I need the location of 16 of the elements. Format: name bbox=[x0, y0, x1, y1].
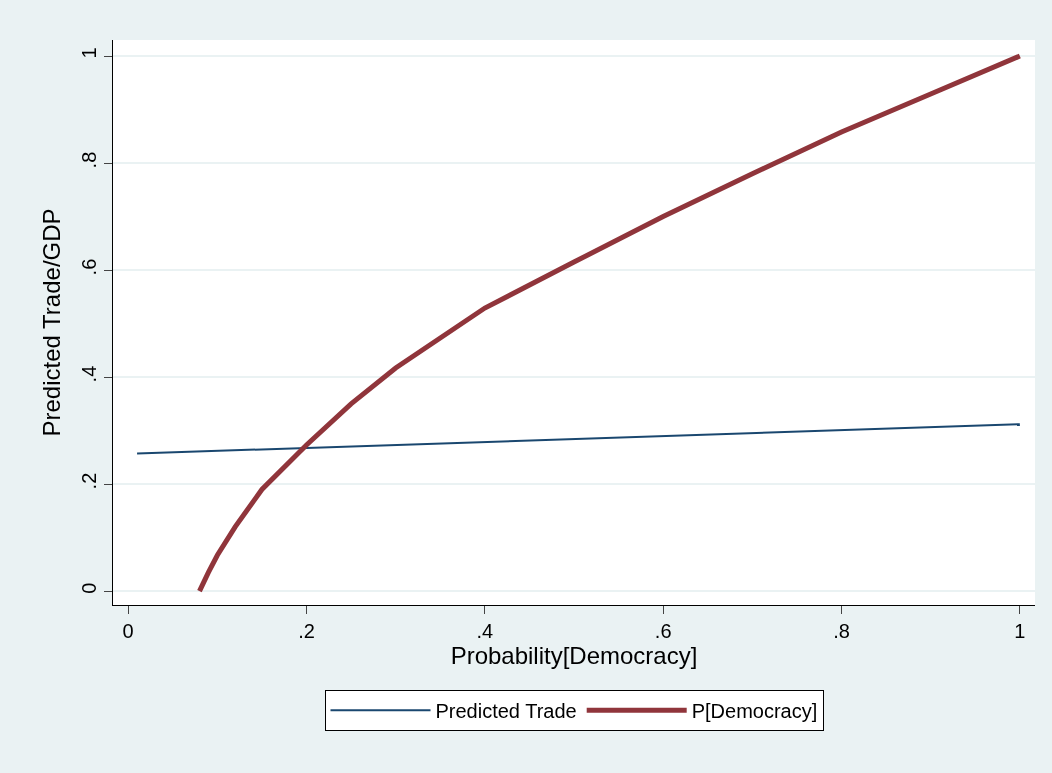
x-tick-label: .8 bbox=[833, 620, 850, 642]
y-tick-label: 1 bbox=[78, 47, 100, 59]
y-tick-label: .4 bbox=[78, 365, 100, 383]
x-axis-title: Probability[Democracy] bbox=[450, 642, 698, 669]
x-tick-label: .4 bbox=[476, 620, 494, 642]
x-tick-label: .2 bbox=[298, 620, 315, 642]
y-tick-label: 0 bbox=[78, 582, 100, 594]
y-tick-label: .8 bbox=[78, 151, 100, 169]
x-tick-label: .6 bbox=[654, 620, 672, 642]
x-tick-label: 1 bbox=[1014, 620, 1026, 642]
x-tick-label: 0 bbox=[122, 620, 134, 642]
y-axis-title: Predicted Trade/GDP bbox=[38, 208, 66, 437]
legend-label: Predicted Trade bbox=[435, 700, 577, 723]
y-tick-label: .2 bbox=[78, 472, 100, 490]
y-tick-label: .6 bbox=[78, 258, 100, 276]
legend-label: P[Democracy] bbox=[691, 700, 818, 723]
